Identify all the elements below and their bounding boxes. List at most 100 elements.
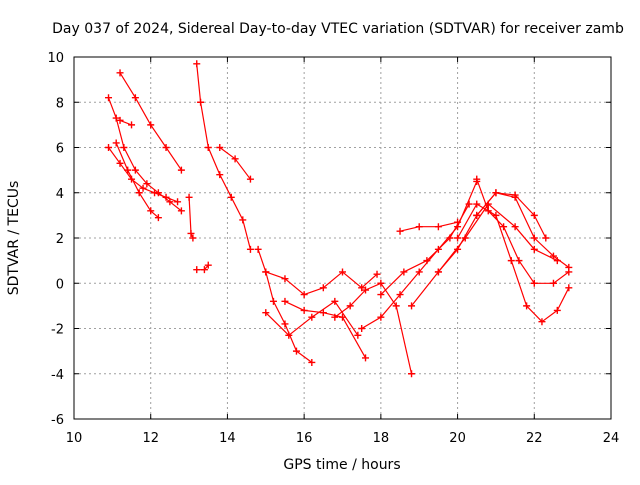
data-point-marker — [530, 234, 538, 242]
data-point-marker — [131, 166, 139, 174]
data-point-marker — [396, 291, 404, 299]
data-point-marker — [189, 234, 197, 242]
data-point-marker — [154, 214, 162, 222]
data-point-marker — [193, 266, 201, 274]
data-point-marker — [166, 198, 174, 206]
data-point-marker — [147, 121, 155, 129]
data-point-marker — [177, 207, 185, 215]
data-point-marker — [530, 245, 538, 253]
data-point-marker — [308, 313, 316, 321]
data-point-marker — [162, 144, 170, 151]
x-tick-label: 14 — [219, 431, 236, 446]
data-point-marker — [116, 116, 124, 124]
data-point-marker — [484, 207, 492, 215]
series-line-track-3 — [115, 142, 159, 219]
data-point-marker — [331, 297, 339, 305]
series-line-track-9 — [219, 147, 251, 180]
data-point-marker — [185, 193, 193, 201]
data-point-marker — [446, 234, 454, 242]
data-point-marker — [511, 223, 519, 231]
series-line-track-20 — [457, 203, 570, 323]
data-point-marker — [454, 234, 462, 242]
data-point-marker — [362, 354, 370, 362]
data-point-marker — [434, 223, 442, 231]
data-point-marker — [246, 175, 254, 183]
series-line-track-21 — [476, 178, 570, 284]
data-point-marker — [339, 313, 346, 321]
data-point-marker — [331, 313, 339, 321]
data-point-marker — [396, 227, 404, 235]
data-point-marker — [216, 171, 224, 179]
data-point-marker — [292, 347, 300, 355]
data-point-marker — [174, 198, 182, 206]
data-point-marker — [200, 266, 208, 274]
data-point-marker — [105, 144, 113, 151]
data-point-marker — [116, 159, 124, 167]
data-point-marker — [162, 193, 170, 201]
data-point-marker — [128, 121, 136, 129]
data-point-marker — [177, 166, 185, 174]
data-point-marker — [339, 268, 346, 276]
data-point-marker — [204, 261, 212, 269]
y-tick-label: 10 — [47, 51, 64, 66]
data-point-marker — [434, 268, 442, 276]
data-point-marker — [408, 302, 416, 310]
data-point-marker — [281, 275, 289, 283]
y-tick-label: -2 — [51, 323, 64, 338]
x-axis-label: GPS time / hours — [283, 457, 400, 473]
data-point-marker — [193, 60, 201, 68]
data-point-marker — [216, 144, 224, 151]
y-tick-label: 8 — [56, 96, 64, 111]
y-tick-label: 2 — [56, 232, 64, 247]
data-point-marker — [423, 257, 431, 265]
data-point-marker — [187, 229, 195, 237]
data-point-marker — [538, 318, 546, 326]
data-point-marker — [124, 166, 132, 174]
data-point-marker — [300, 291, 308, 299]
series-line-track-19 — [437, 192, 570, 273]
series-line-track-10 — [257, 249, 313, 363]
data-point-marker — [400, 268, 408, 276]
data-point-marker — [392, 302, 400, 310]
data-point-marker — [530, 211, 538, 219]
y-tick-label: -6 — [51, 413, 64, 428]
x-tick-label: 24 — [603, 431, 620, 446]
data-point-marker — [204, 144, 212, 151]
data-point-marker — [542, 234, 550, 242]
data-point-marker — [151, 189, 159, 197]
data-point-marker — [231, 155, 239, 163]
chart-title: Day 037 of 2024, Sidereal Day-to-day VTE… — [52, 21, 624, 37]
x-tick-label: 12 — [142, 431, 159, 446]
data-point-marker — [254, 245, 262, 253]
series-line-track-14 — [334, 282, 413, 374]
data-point-marker — [373, 270, 381, 278]
x-tick-label: 22 — [526, 431, 543, 446]
data-point-marker — [549, 252, 557, 260]
y-tick-label: -4 — [51, 368, 64, 383]
data-point-marker — [465, 200, 473, 208]
data-point-marker — [197, 98, 205, 106]
data-point-marker — [507, 257, 515, 265]
data-point-marker — [473, 175, 481, 183]
data-point-marker — [377, 291, 385, 299]
y-tick-label: 0 — [56, 277, 64, 292]
data-point-marker — [454, 245, 462, 253]
x-tick-label: 16 — [296, 431, 313, 446]
y-tick-label: 4 — [56, 187, 64, 202]
data-point-marker — [346, 302, 354, 310]
x-tick-label: 20 — [449, 431, 466, 446]
data-point-marker — [500, 223, 508, 231]
data-point-marker — [530, 279, 538, 287]
data-point-marker — [358, 325, 366, 332]
x-tick-label: 10 — [66, 431, 83, 446]
data-point-marker — [116, 69, 124, 77]
data-point-marker — [492, 189, 500, 197]
data-point-marker — [239, 216, 247, 224]
data-point-marker — [120, 144, 128, 151]
data-point-marker — [143, 180, 151, 188]
data-point-marker — [105, 94, 113, 102]
data-point-marker — [147, 207, 155, 215]
data-point-marker — [415, 223, 423, 231]
